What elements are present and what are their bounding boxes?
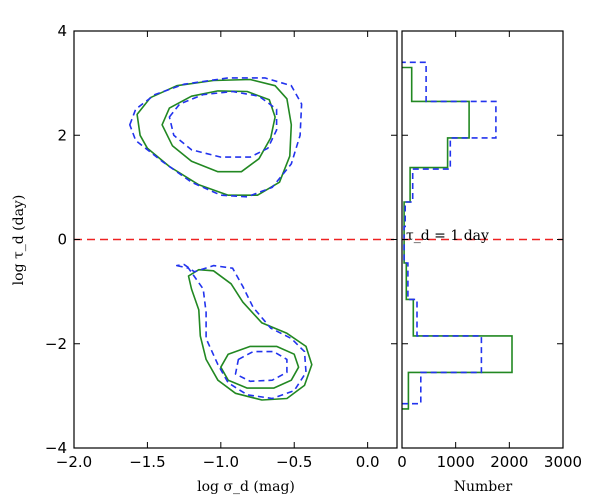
reference-line-annotation: τ_d = 1 day [406,228,489,244]
main-y-tick-label: −4 [45,439,67,457]
x-axis-title-main: log σ_d (mag) [197,479,295,495]
contour-panel: −2.0 −1.5 −1.0 −0.5 0.0 −4 −2 0 2 4 [45,22,398,471]
blue-contours-contour-2 [168,90,278,158]
blue-contours-contour-3 [176,263,307,400]
x-axis-title-side: Number [454,479,513,495]
main-y-tick-label: 4 [57,22,67,40]
main-y-tick-label: 2 [57,126,67,144]
main-x-tick-label: −2.0 [56,453,92,471]
main-y-tick-label: 0 [57,231,67,249]
main-x-tick-label: −1.0 [203,453,239,471]
side-x-tick-label: 2000 [490,453,528,471]
side-x-tick-label: 3000 [544,453,582,471]
green-contours-contour-1 [136,78,293,196]
histogram-panel: 0 1000 2000 3000 [397,30,582,471]
main-y-tick-label: −2 [45,335,67,353]
side-x-tick-label: 1000 [437,453,475,471]
green-contours-contour-3 [187,268,313,401]
main-x-tick-label: −1.5 [129,453,165,471]
main-x-tick-label: −0.5 [276,453,312,471]
side-x-tick-label: 0 [397,453,407,471]
green-contours-contour-4 [220,345,300,389]
blue-contours-contour-1 [129,77,303,198]
blue-hist-steps [402,61,497,405]
y-axis-title: log τ_d (day) [11,195,27,286]
main-x-tick-label: 0.0 [356,453,380,471]
green-contours-contour-2 [161,90,276,173]
blue-contours-contour-4 [234,350,288,383]
